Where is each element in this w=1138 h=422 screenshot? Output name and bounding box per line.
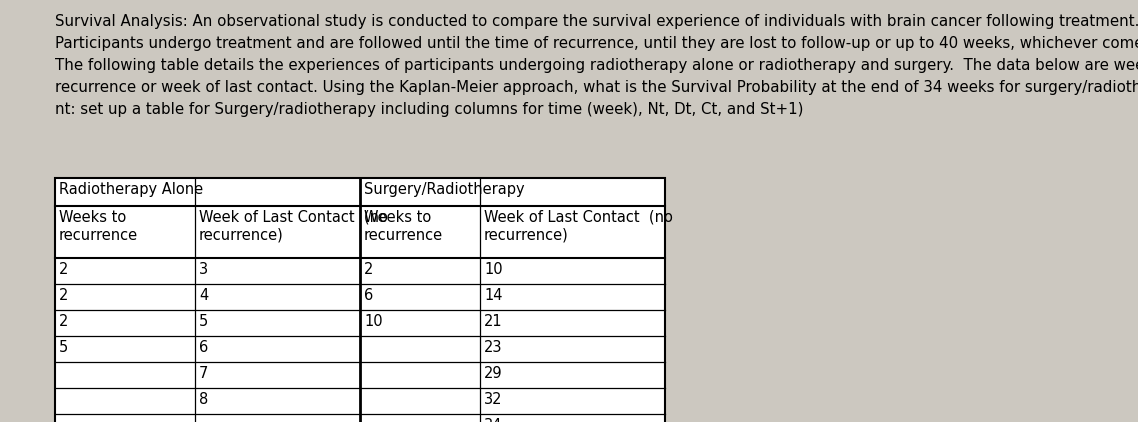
Text: recurrence): recurrence) xyxy=(199,228,283,243)
Text: Surgery/Radiotherapy: Surgery/Radiotherapy xyxy=(364,182,525,197)
Text: 2: 2 xyxy=(59,288,68,303)
Text: 14: 14 xyxy=(484,288,503,303)
Text: recurrence: recurrence xyxy=(59,228,138,243)
Bar xyxy=(55,178,665,422)
Text: 6: 6 xyxy=(199,340,208,355)
Text: 7: 7 xyxy=(199,366,208,381)
Text: 6: 6 xyxy=(364,288,373,303)
Text: 10: 10 xyxy=(364,314,382,329)
Text: 5: 5 xyxy=(199,314,208,329)
Text: 29: 29 xyxy=(484,366,503,381)
Text: recurrence or week of last contact. Using the Kaplan-Meier approach, what is the: recurrence or week of last contact. Usin… xyxy=(55,80,1138,95)
Text: 23: 23 xyxy=(484,340,503,355)
Text: Survival Analysis: An observational study is conducted to compare the survival e: Survival Analysis: An observational stud… xyxy=(55,14,1138,29)
Text: Week of Last Contact  (no: Week of Last Contact (no xyxy=(484,210,673,225)
Text: 2: 2 xyxy=(364,262,373,277)
Text: 8: 8 xyxy=(199,392,208,407)
Text: nt: set up a table for Surgery/radiotherapy including columns for time (week), N: nt: set up a table for Surgery/radiother… xyxy=(55,102,803,117)
Text: 21: 21 xyxy=(484,314,503,329)
Text: Participants undergo treatment and are followed until the time of recurrence, un: Participants undergo treatment and are f… xyxy=(55,36,1138,51)
Text: 3: 3 xyxy=(199,262,208,277)
Text: 4: 4 xyxy=(199,288,208,303)
Text: recurrence: recurrence xyxy=(364,228,443,243)
Text: 5: 5 xyxy=(59,340,68,355)
Text: Weeks to: Weeks to xyxy=(59,210,126,225)
Text: 2: 2 xyxy=(59,262,68,277)
Text: Week of Last Contact  (no: Week of Last Contact (no xyxy=(199,210,388,225)
Text: 32: 32 xyxy=(484,392,503,407)
Text: 34: 34 xyxy=(484,418,502,422)
Text: Radiotherapy Alone: Radiotherapy Alone xyxy=(59,182,203,197)
Text: 10: 10 xyxy=(484,262,503,277)
Text: 2: 2 xyxy=(59,314,68,329)
Text: Weeks to: Weeks to xyxy=(364,210,431,225)
Text: recurrence): recurrence) xyxy=(484,228,569,243)
Text: The following table details the experiences of participants undergoing radiother: The following table details the experien… xyxy=(55,58,1138,73)
